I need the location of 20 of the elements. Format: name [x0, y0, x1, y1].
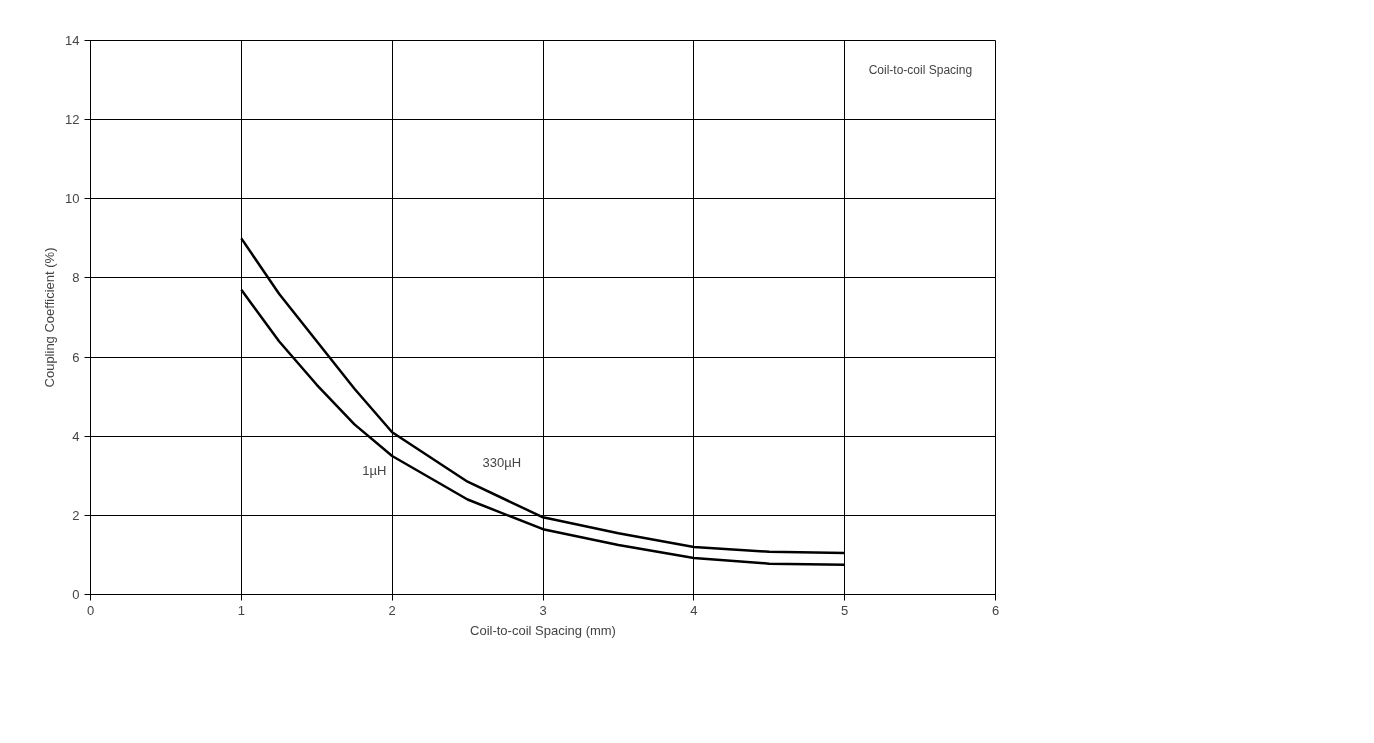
y-tick-label: 4: [72, 428, 80, 444]
y-tick-label: 6: [72, 349, 80, 365]
x-tick-label: 3: [539, 602, 547, 618]
x-tick-label: 0: [86, 602, 95, 618]
series-label: 1µH: [362, 463, 387, 478]
x-tick-label: 5: [841, 602, 849, 618]
x-tick-label: 1: [237, 602, 245, 618]
y-tick-label: 0: [72, 587, 80, 602]
annotation: Coil-to-coil Spacing: [868, 62, 973, 77]
x-tick-label: 4: [690, 602, 698, 618]
x-tick-label: 6: [991, 602, 1000, 618]
y-tick-label: 14: [65, 33, 80, 48]
series-label: 330µH: [482, 454, 522, 470]
y-tick-label: 2: [72, 507, 80, 523]
x-axis-title: Coil-to-coil Spacing (mm): [470, 622, 616, 638]
y-tick-label: 12: [65, 112, 80, 128]
y-axis-title: Coupling Coefficient (%): [42, 247, 58, 388]
y-tick-label: 8: [72, 270, 80, 286]
y-tick-label: 10: [65, 191, 80, 207]
x-tick-label: 2: [388, 602, 396, 618]
